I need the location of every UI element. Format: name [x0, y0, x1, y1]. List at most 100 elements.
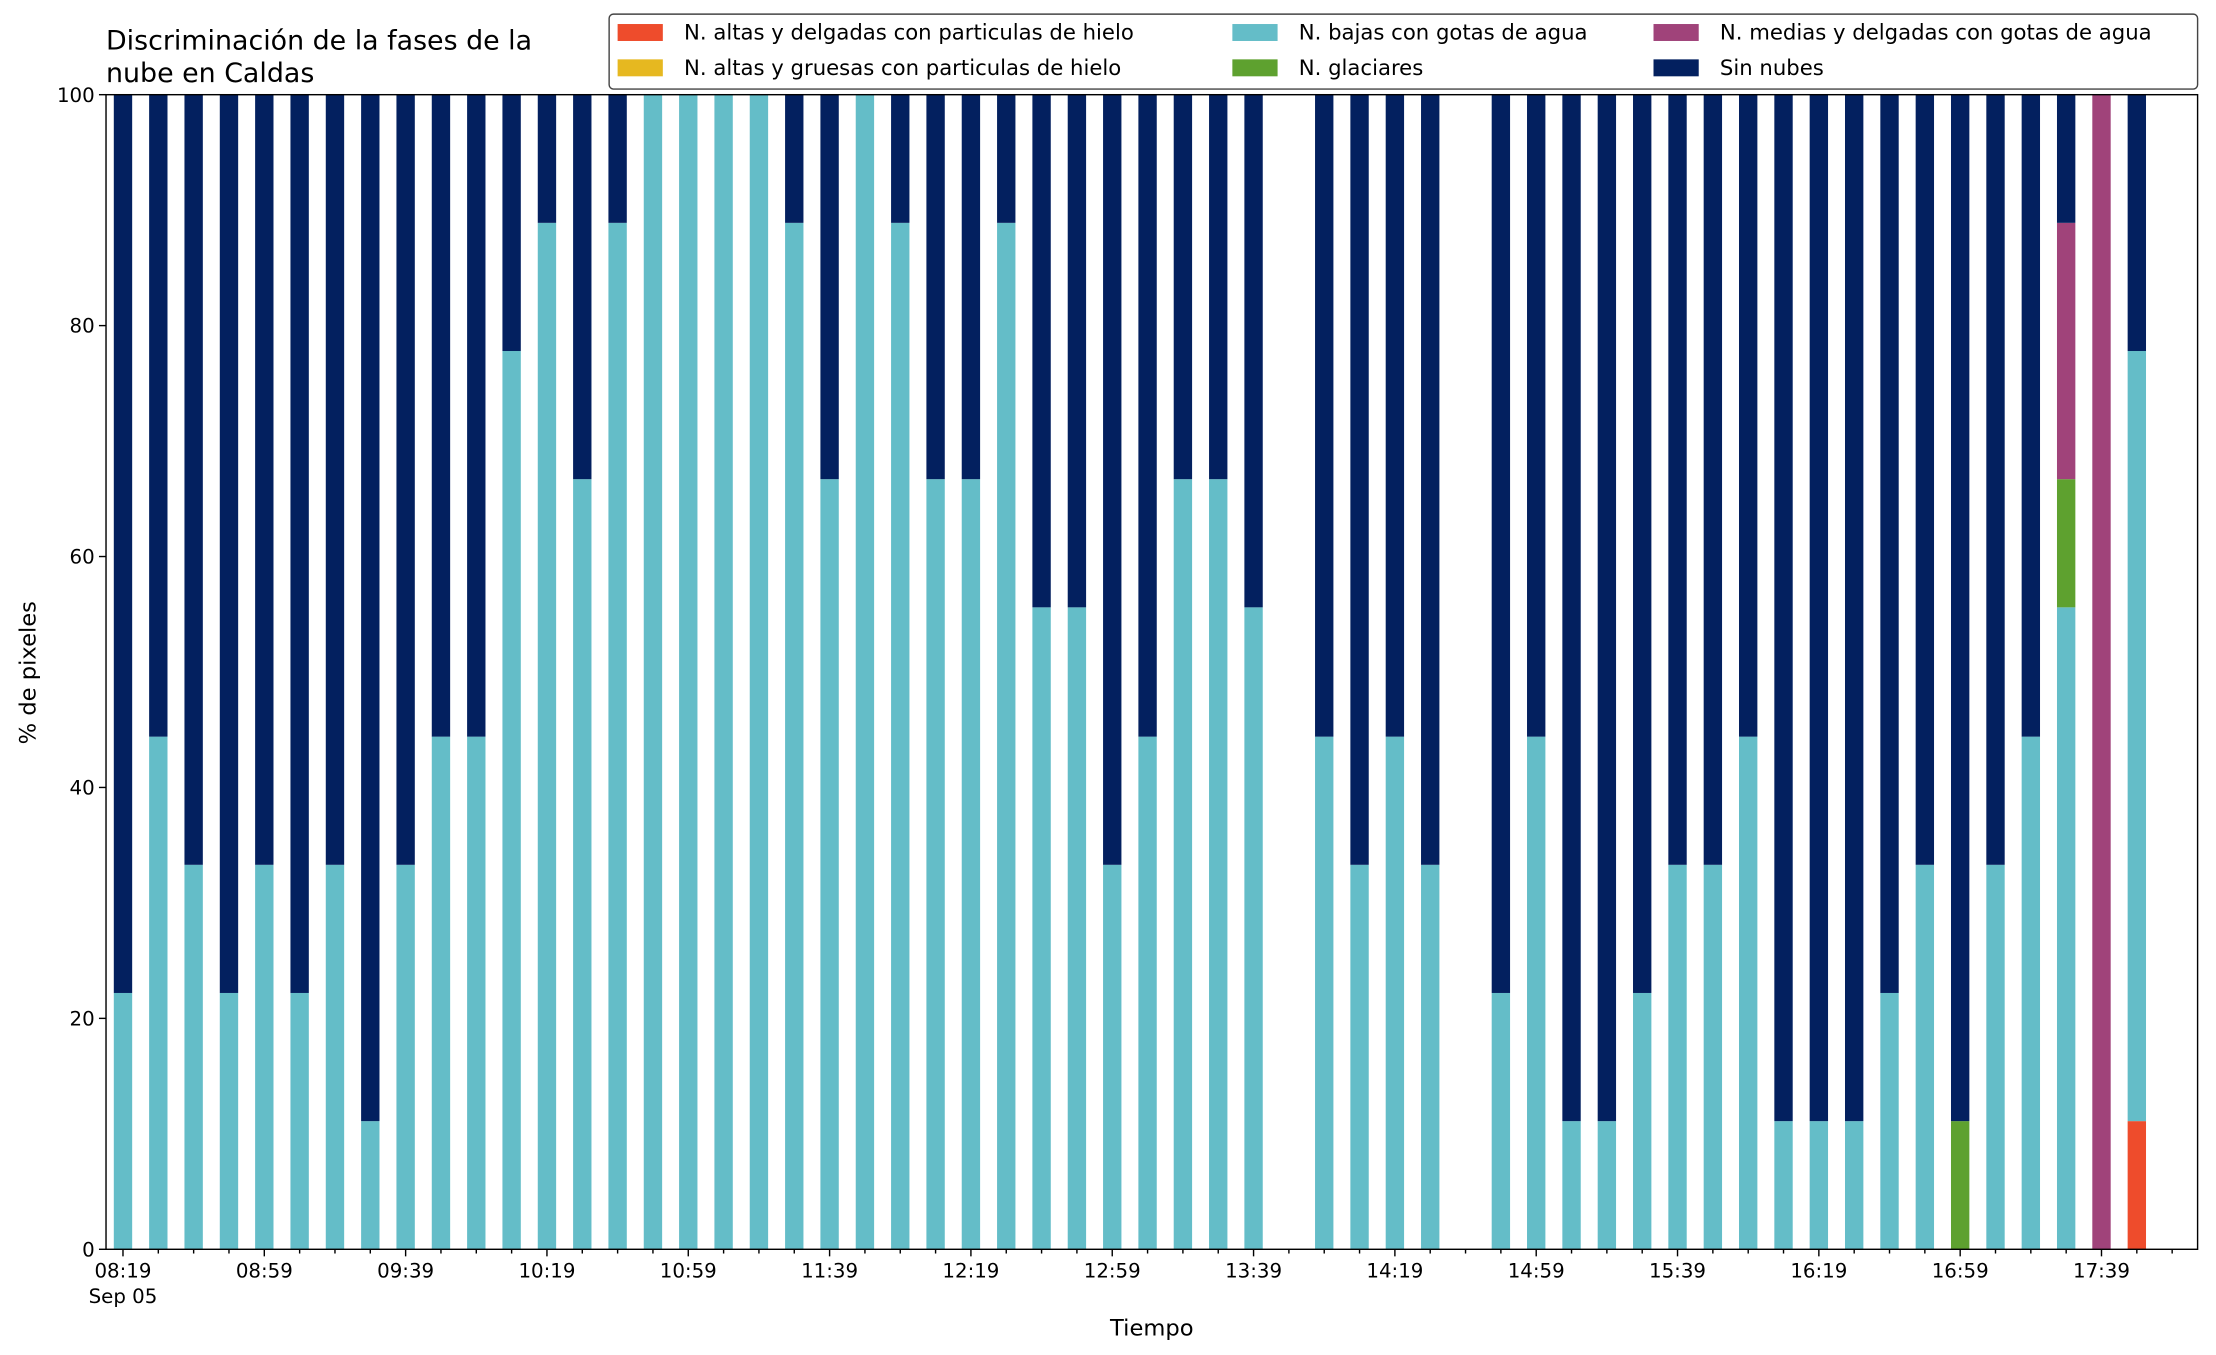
bar-segment	[361, 94, 380, 1122]
bar-segment	[2127, 94, 2147, 352]
bar-segment	[926, 94, 945, 480]
bar-segment	[1562, 94, 1581, 1122]
bar-segment	[361, 1121, 380, 1250]
legend-swatch	[1232, 24, 1278, 41]
bar-segment	[1597, 94, 1617, 1122]
bar-segment	[1491, 94, 1511, 993]
bar-segment	[891, 222, 910, 1250]
bar-segment	[1385, 736, 1405, 1250]
x-tick-label: 14:19	[1366, 1260, 1423, 1283]
bar-segment	[1597, 1121, 1617, 1250]
bar-segment	[1527, 94, 1546, 737]
bar-segment	[537, 94, 557, 223]
bar-segment	[1244, 94, 1263, 608]
y-tick-label: 60	[70, 546, 95, 569]
legend-label: N. medias y delgadas con gotas de agua	[1720, 20, 2152, 45]
bar-segment	[1809, 1121, 1829, 1250]
bar-segment	[537, 222, 557, 1250]
bar-segment	[997, 222, 1016, 1250]
bar-segment	[1173, 479, 1193, 1250]
bar-segment	[608, 222, 627, 1250]
x-axis-label: Tiempo	[1109, 1315, 1194, 1341]
bar-segment	[1067, 607, 1087, 1250]
bar-segment	[961, 94, 981, 480]
bar-segment	[1986, 864, 2005, 1250]
bar-segment	[1703, 94, 1723, 865]
bar-segment	[2056, 479, 2076, 608]
bar-segment	[1138, 94, 1157, 737]
bar-segment	[149, 736, 168, 1250]
y-tick-label: 40	[70, 777, 95, 800]
bar-segment	[1032, 607, 1051, 1250]
x-tick-label: 17:39	[2073, 1260, 2130, 1283]
bar-segment	[891, 94, 910, 223]
bar-segment	[1915, 94, 1935, 865]
bar-segment	[184, 864, 203, 1250]
bar-segment	[113, 992, 133, 1250]
plot-frame	[105, 93, 2199, 1250]
bar-segment	[2127, 351, 2147, 1122]
x-tick-label: 08:19	[94, 1260, 151, 1283]
bar-segment	[255, 864, 274, 1250]
bar-segment	[290, 94, 309, 993]
bar-segment	[467, 736, 486, 1250]
bar-segment	[785, 94, 804, 223]
bar-segment	[1844, 1121, 1864, 1250]
bar-segment	[1986, 94, 2005, 865]
bar-segment	[1950, 94, 1970, 1122]
bar-segment	[113, 94, 133, 993]
bar-segment	[1350, 864, 1369, 1250]
bar-segment	[926, 479, 945, 1250]
legend-swatch	[617, 24, 663, 41]
x-tick-label: 10:19	[518, 1260, 575, 1283]
bar-segment	[2056, 94, 2076, 223]
bar-segment	[1209, 94, 1228, 480]
bar-segment	[2127, 1121, 2147, 1250]
x-tick-label: 09:39	[377, 1260, 434, 1283]
bar-segment	[1633, 992, 1652, 1250]
legend-label: Sin nubes	[1720, 55, 1824, 80]
x-tick-label: 16:19	[1790, 1260, 1847, 1283]
bar-segment	[149, 94, 168, 737]
x-tick-label: 08:59	[236, 1260, 293, 1283]
bar-segment	[184, 94, 203, 865]
bar-segment	[1844, 94, 1864, 1122]
bar-segment	[431, 94, 451, 737]
x-date-label: Sep 05	[89, 1285, 158, 1308]
bar-segment	[643, 94, 663, 1250]
bar-segment	[1880, 94, 1899, 993]
x-tick-label: 15:39	[1649, 1260, 1706, 1283]
legend-box	[608, 13, 2199, 90]
bar-segment	[2056, 607, 2076, 1250]
legend-swatch	[1653, 59, 1699, 77]
bar-segment	[1421, 94, 1440, 865]
bar-segment	[1633, 94, 1652, 993]
bar-segment	[749, 94, 769, 1250]
bar-segment	[1880, 992, 1899, 1250]
bar-segment	[2092, 94, 2111, 1250]
legend-label: N. altas y delgadas con particulas de hi…	[684, 20, 1134, 45]
bar-segment	[1809, 94, 1829, 1122]
bar-segment	[1562, 1121, 1581, 1250]
y-tick-label: 100	[57, 84, 95, 107]
bar-segment	[679, 94, 698, 1250]
bar-segment	[1421, 864, 1440, 1250]
legend-label: N. altas y gruesas con particulas de hie…	[684, 55, 1121, 80]
bar-segment	[608, 94, 627, 223]
bar-segment	[573, 94, 592, 480]
bar-segment	[1739, 94, 1758, 737]
bar-segment	[997, 94, 1016, 223]
bar-segment	[431, 736, 451, 1250]
bar-segment	[1315, 94, 1334, 737]
bar-segment	[2021, 736, 2041, 1250]
bar-segment	[1668, 94, 1687, 865]
x-tick-label: 11:39	[801, 1260, 858, 1283]
bar-segment	[396, 94, 415, 865]
bar-segment	[1915, 864, 1935, 1250]
bar-segment	[1209, 479, 1228, 1250]
x-tick-label: 13:39	[1225, 1260, 1282, 1283]
bar-segment	[1173, 94, 1193, 480]
bar-segment	[1103, 864, 1122, 1250]
bar-segment	[1315, 736, 1334, 1250]
bar-segment	[1103, 94, 1122, 865]
